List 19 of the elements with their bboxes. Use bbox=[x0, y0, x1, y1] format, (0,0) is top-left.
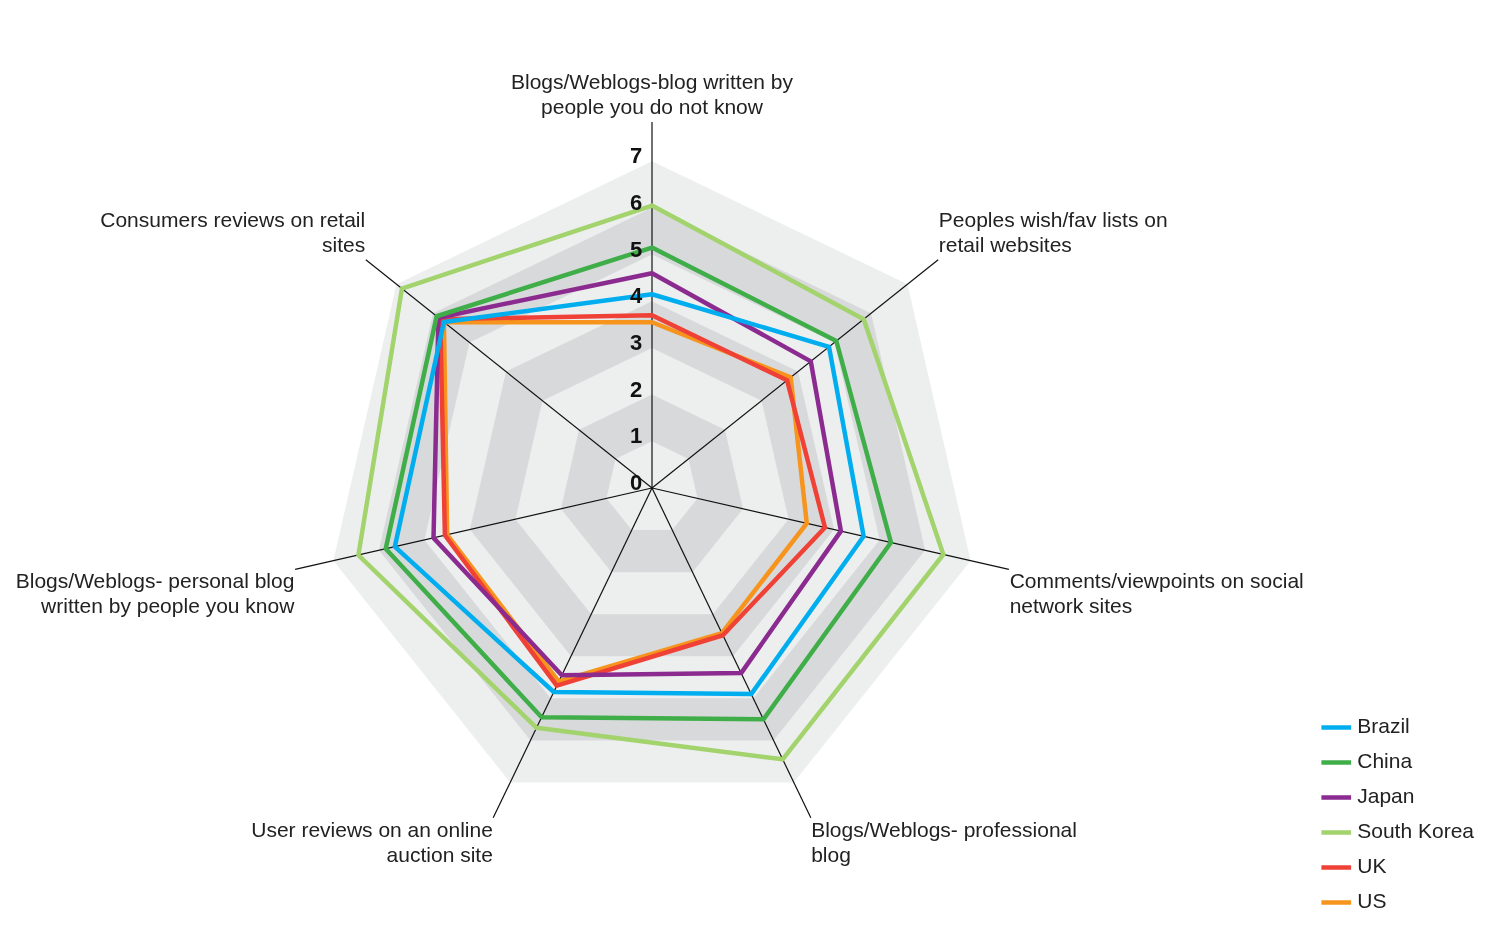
legend-label: US bbox=[1357, 889, 1387, 913]
y-tick-label: 2 bbox=[629, 376, 643, 402]
spoke-label: Blogs/Weblogs-blog written by people you do not know bbox=[510, 70, 794, 119]
y-tick-label: 1 bbox=[629, 423, 643, 449]
spoke-label: Comments/viewpoints on social network sites bbox=[1009, 569, 1304, 618]
y-tick-label: 7 bbox=[629, 143, 643, 169]
legend-label: Brazil bbox=[1357, 714, 1410, 738]
legend-label: UK bbox=[1357, 854, 1387, 878]
legend-label: Japan bbox=[1357, 784, 1415, 808]
spoke-label: Peoples wish/fav lists on retail websites bbox=[938, 208, 1168, 257]
spoke-label: Blogs/Weblogs- personal blog written by people you know bbox=[15, 569, 296, 618]
spoke-label: Consumers reviews on retail sites bbox=[100, 208, 366, 257]
legend-label: China bbox=[1357, 749, 1413, 773]
legend-label: South Korea bbox=[1357, 819, 1475, 843]
y-tick-label: 6 bbox=[629, 189, 643, 215]
y-tick-label: 0 bbox=[629, 470, 643, 496]
spoke-label: Blogs/Weblogs- professional blog bbox=[811, 817, 1077, 867]
spoke-label: User reviews on an online auction site bbox=[251, 817, 493, 867]
y-tick-label: 3 bbox=[629, 330, 643, 355]
